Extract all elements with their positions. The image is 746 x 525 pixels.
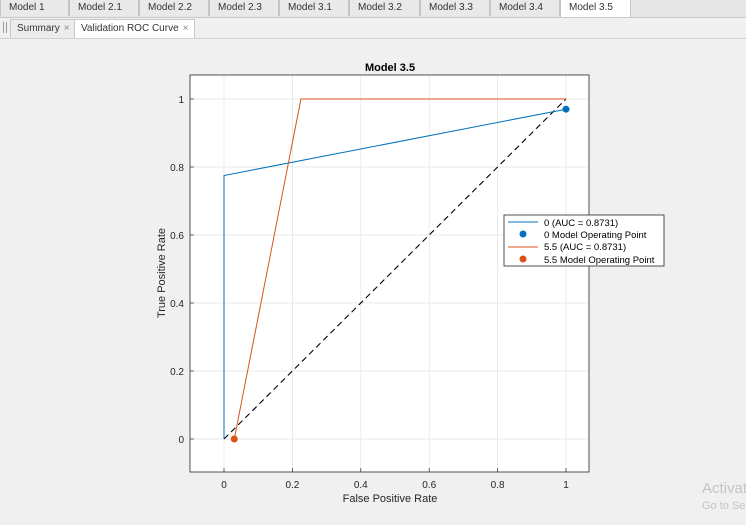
- close-icon[interactable]: ×: [63, 23, 70, 34]
- roc-series-line-2: [233, 98, 566, 440]
- y-tick-label: 0.8: [170, 163, 184, 174]
- tab-model-2-3[interactable]: Model 2.3: [209, 0, 279, 16]
- legend-marker-0: [519, 230, 527, 238]
- tab-roc-label: Validation ROC Curve: [81, 23, 179, 34]
- series-group: [223, 98, 570, 443]
- close-icon[interactable]: ×: [182, 23, 189, 34]
- x-tick-label: 0.8: [491, 480, 505, 491]
- tab-summary-label: Summary: [17, 23, 60, 34]
- y-tick-label: 0.6: [170, 231, 184, 242]
- y-axis-label: True Positive Rate: [156, 228, 168, 318]
- activation-watermark: Activat: [702, 480, 746, 497]
- chart-title: Model 3.5: [365, 62, 415, 74]
- x-tick-label: 0.2: [285, 480, 299, 491]
- legend-box: [503, 214, 665, 267]
- document-tab-bar: Summary × Validation ROC Curve ×: [0, 18, 746, 38]
- y-tick-label: 0.2: [170, 367, 184, 378]
- tab-model-3-3[interactable]: Model 3.3: [420, 0, 490, 16]
- legend-label-0: 0 (AUC = 0.8731): [544, 218, 618, 229]
- drag-grip-icon[interactable]: [3, 22, 7, 33]
- x-tick-label: 0: [221, 480, 227, 491]
- diagonal-reference: [223, 98, 567, 440]
- legend-marker-3: [519, 255, 527, 263]
- plot-background: [190, 75, 589, 472]
- x-tick-label: 1: [563, 480, 569, 491]
- legend[interactable]: 0 (AUC = 0.8731) 0 Model Operating Point…: [503, 214, 665, 267]
- tab-model-2-1[interactable]: Model 2.1: [69, 0, 139, 16]
- legend-label-1: 0 Model Operating Point: [544, 230, 647, 241]
- y-tick-label: 0.4: [170, 299, 184, 310]
- x-axis-label: False Positive Rate: [343, 493, 438, 505]
- tab-model-2-2[interactable]: Model 2.2: [139, 0, 209, 16]
- roc-series-line-0: [223, 108, 567, 439]
- model-tab-bar: Model 1 Model 2.1 Model 2.2 Model 2.3 Mo…: [0, 0, 746, 18]
- tick-labels: 0 0.2 0.4 0.6 0.8 1 0 0.2 0.4 0.6 0.8 1: [170, 95, 569, 491]
- y-tick-label: 0: [178, 435, 184, 446]
- operating-point-1: [562, 105, 570, 113]
- tab-model-3-2[interactable]: Model 3.2: [349, 0, 420, 16]
- activation-watermark-sub: Go to Se: [702, 500, 746, 512]
- tab-model-1[interactable]: Model 1: [0, 0, 69, 16]
- axes-box: [189, 74, 590, 473]
- diagonal-line: [223, 98, 567, 440]
- tab-model-3-5[interactable]: Model 3.5: [560, 0, 631, 17]
- tab-model-3-1[interactable]: Model 3.1: [279, 0, 349, 16]
- legend-label-3: 5.5 Model Operating Point: [544, 255, 655, 266]
- x-tick-label: 0.4: [354, 480, 368, 491]
- tab-validation-roc-curve[interactable]: Validation ROC Curve ×: [74, 19, 196, 38]
- tab-model-3-4[interactable]: Model 3.4: [490, 0, 560, 16]
- operating-point-3: [230, 435, 238, 443]
- x-tick-label: 0.6: [422, 480, 436, 491]
- y-tick-label: 1: [178, 95, 184, 106]
- legend-label-2: 5.5 (AUC = 0.8731): [544, 242, 626, 253]
